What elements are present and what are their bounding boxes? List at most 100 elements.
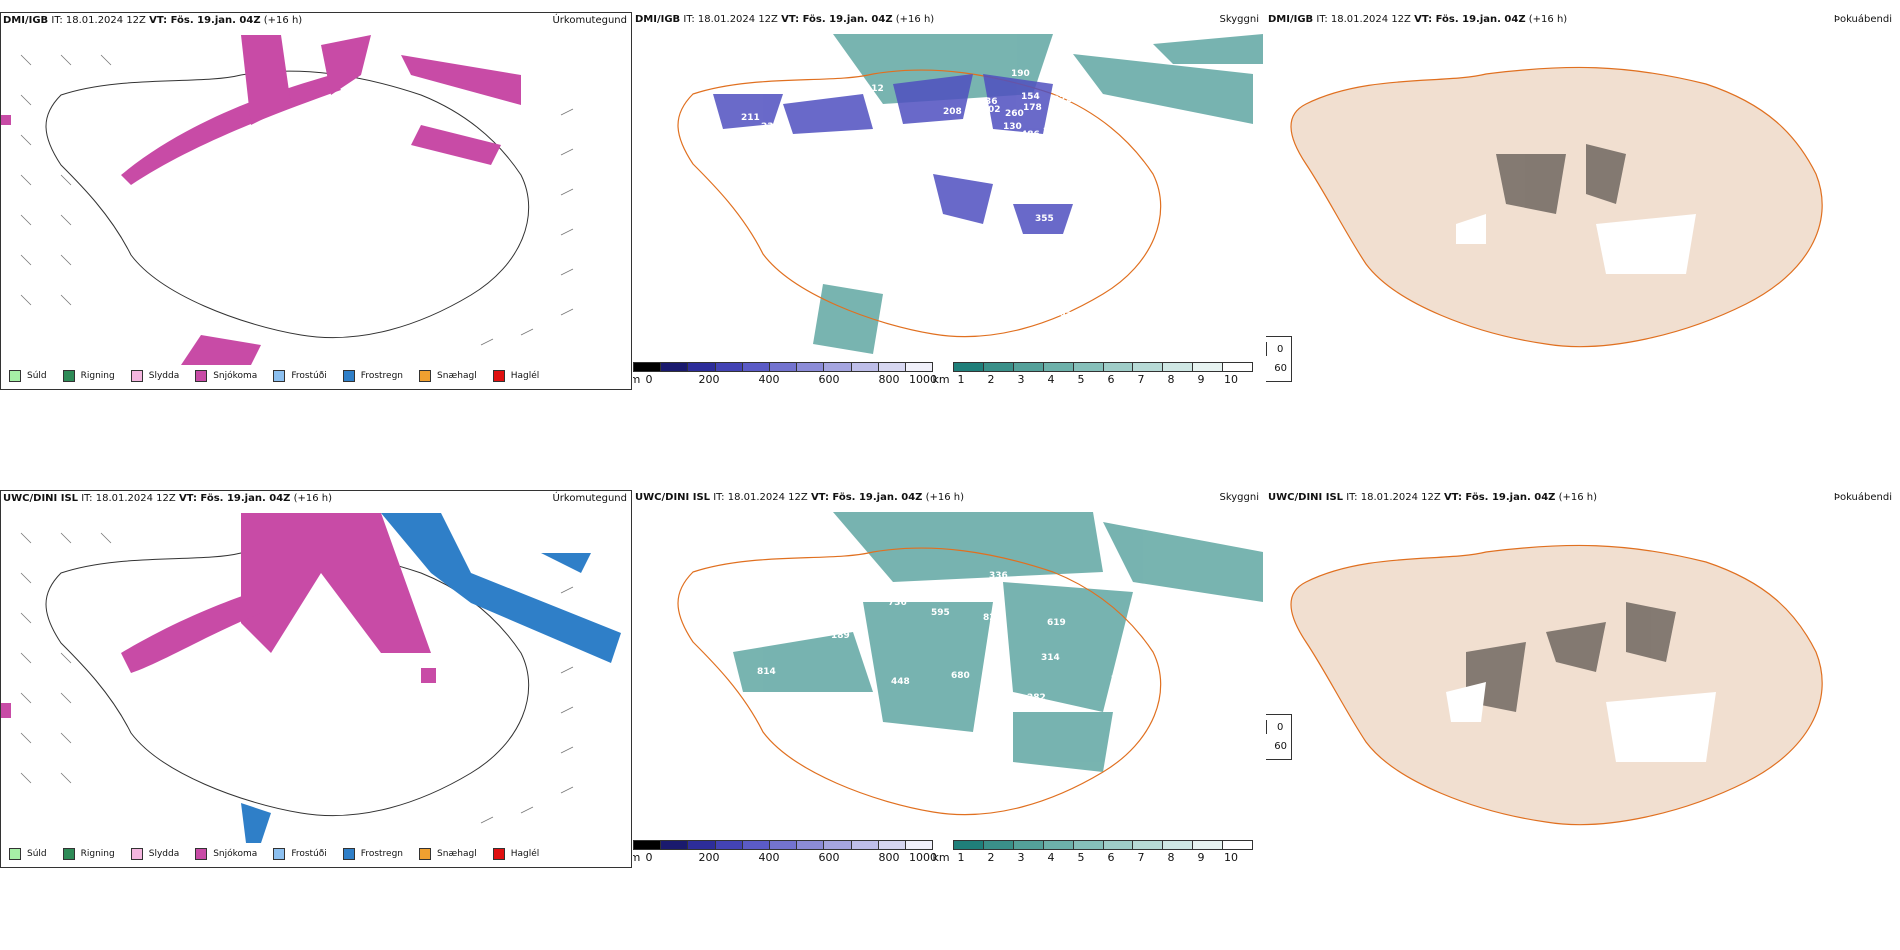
map-label: 190 <box>1011 69 1030 79</box>
map-label: 211 <box>741 113 760 123</box>
iceland-precip-map <box>1 513 621 843</box>
map-label: 230 <box>1043 127 1062 137</box>
scale-tick: 600 <box>818 373 840 386</box>
map-label: 448 <box>891 677 910 687</box>
scale-ticks: km 1 2 3 4 5 6 7 8 9 10 <box>932 372 1253 386</box>
map-label: 680 <box>951 671 970 681</box>
scale-tick: 1000 <box>909 851 937 864</box>
panel-header: DMI/IGB IT: 18.01.2024 12Z VT: Fös. 19.j… <box>3 15 303 26</box>
scale-tick: 9 <box>1197 851 1205 864</box>
legend-item: Snæhagl <box>419 848 477 860</box>
legend-swatch <box>419 370 432 382</box>
fog-index-panel-bottom: UWC/DINI ISL IT: 18.01.2024 12Z VT: Fös.… <box>1266 490 1896 866</box>
panel-title: Þokuábendi <box>1833 14 1892 25</box>
scale-tick: 5 <box>1077 373 1085 386</box>
scale-tick: 200 <box>698 373 720 386</box>
scale-tick: 8 <box>1167 373 1175 386</box>
panel-header: UWC/DINI ISL IT: 18.01.2024 12Z VT: Fös.… <box>3 493 333 504</box>
fog-legend-row: 0 <box>1266 720 1287 734</box>
visibility-panel-bottom: UWC/DINI ISL IT: 18.01.2024 12Z VT: Fös.… <box>633 490 1263 866</box>
map-label: 260 <box>1005 109 1024 119</box>
visibility-scale-bottom: km 1 2 3 4 5 6 7 8 9 10 <box>932 840 1253 866</box>
map-label: 120 <box>741 167 760 177</box>
legend-swatch <box>9 370 21 382</box>
scale-ticks: km 1 2 3 4 5 6 7 8 9 10 <box>932 850 1253 864</box>
scale-tick: 2 <box>987 373 995 386</box>
scale-bar <box>953 362 1253 372</box>
map-label: 74 <box>1111 675 1124 685</box>
scale-tick: 4 <box>1047 851 1055 864</box>
scale-tick: 6 <box>1107 373 1115 386</box>
map-label: 241 <box>895 213 914 223</box>
map-label: 235 <box>1047 140 1066 150</box>
map-label: 142 <box>753 127 772 137</box>
map-label: 355 <box>1035 214 1054 224</box>
map-label: 314 <box>1041 653 1060 663</box>
map-label: 36 <box>985 97 998 107</box>
scale-tick: 600 <box>818 851 840 864</box>
scale-tick: 5 <box>1077 851 1085 864</box>
legend-item: Slydda <box>130 848 179 860</box>
legend-item: Snæhagl <box>419 370 477 382</box>
fog-legend-bottom: 0 60 <box>1266 714 1292 760</box>
scale-tick: 4 <box>1047 373 1055 386</box>
scale-unit: m <box>633 373 641 386</box>
legend-swatch <box>342 370 355 382</box>
legend-swatch <box>419 848 432 860</box>
scale-tick: 0 <box>645 373 653 386</box>
panel-title: Úrkomutegund <box>552 15 627 26</box>
iceland-visibility-map: 336 276 236 736 595 823 619 189 314 814 … <box>677 512 1263 816</box>
iceland-precip-map <box>1 35 574 365</box>
scale-tick: 10 <box>1224 373 1238 386</box>
map-label: 276 <box>938 585 957 595</box>
map-label: 300 <box>1023 251 1042 261</box>
legend-item: Frostúði <box>273 848 327 860</box>
map-label: 371 <box>1111 231 1130 241</box>
legend-swatch <box>273 848 286 860</box>
legend-item: Haglél <box>492 848 539 860</box>
scale-tick: 10 <box>1224 851 1238 864</box>
map-label: 736 <box>888 598 907 608</box>
map-label: 814 <box>757 667 776 677</box>
scale-tick: 200 <box>698 851 720 864</box>
precip-type-panel-top: DMI/IGB IT: 18.01.2024 12Z VT: Fös. 19.j… <box>0 12 632 390</box>
scale-tick: 7 <box>1137 851 1145 864</box>
fog-legend-top: 0 60 <box>1266 336 1292 382</box>
scale-tick: 800 <box>878 373 900 386</box>
scale-ticks: m 0 200 400 600 800 1000 <box>633 372 937 386</box>
map-label: 343 <box>1073 194 1092 204</box>
legend-item: Haglél <box>492 370 539 382</box>
scale-tick: 7 <box>1137 373 1145 386</box>
fog-legend-row: 60 <box>1266 739 1287 753</box>
scale-tick: 0 <box>645 851 653 864</box>
scale-bar <box>633 362 933 372</box>
scale-tick: 2 <box>987 851 995 864</box>
panel-header: DMI/IGB IT: 18.01.2024 12Z VT: Fös. 19.j… <box>635 14 935 25</box>
scale-bar <box>953 840 1253 850</box>
map-label: 189 <box>831 631 850 641</box>
map-label: 120 <box>975 127 994 137</box>
scale-tick: 3 <box>1017 373 1025 386</box>
map-label: 173 <box>1089 219 1108 229</box>
panel-title: Skyggni <box>1219 492 1259 503</box>
scale-tick: 1 <box>957 851 965 864</box>
map-label: 282 <box>1027 693 1046 703</box>
scale-tick: 3 <box>1017 851 1025 864</box>
map-label: 156 <box>968 109 987 119</box>
map-label: 236 <box>957 582 976 592</box>
legend-item: Rigning <box>62 370 115 382</box>
fog-index-panel-top: DMI/IGB IT: 18.01.2024 12Z VT: Fös. 19.j… <box>1266 12 1896 388</box>
scale-tick: 8 <box>1167 851 1175 864</box>
map-label: 165 <box>1053 309 1072 319</box>
scale-unit: m <box>633 851 641 864</box>
panel-title: Skyggni <box>1219 14 1259 25</box>
legend-item: Slydda <box>130 370 179 382</box>
map-label: 195 <box>901 125 920 135</box>
cloud-base-scale-bottom: m 0 200 400 600 800 1000 <box>633 840 937 866</box>
scale-tick: 1000 <box>909 373 937 386</box>
panel-header: UWC/DINI ISL IT: 18.01.2024 12Z VT: Fös.… <box>635 492 965 503</box>
map-label: 619 <box>1047 618 1066 628</box>
map-label: 124 <box>1073 145 1092 155</box>
map-label: 222 <box>1053 95 1072 105</box>
precip-legend-top: Súld Rigning Slydda Snjókoma Frostúði Fr… <box>1 365 631 387</box>
